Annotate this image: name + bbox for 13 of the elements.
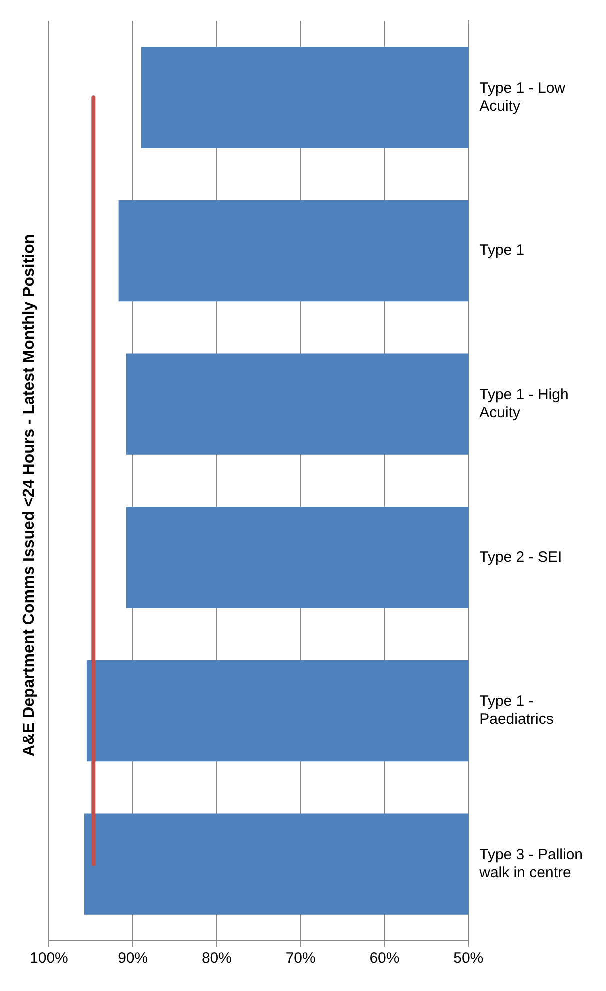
x-tick-label: 70% — [286, 950, 316, 968]
x-tick-label: 50% — [454, 950, 484, 968]
y-tick-label: Type 1 — [480, 242, 525, 260]
x-tick-label: 100% — [30, 950, 68, 968]
y-tick-label: Type 1 - Paediatrics — [480, 693, 554, 728]
x-tick-label: 80% — [202, 950, 232, 968]
x-tick-label: 90% — [118, 950, 148, 968]
y-tick-label: Type 1 - High Acuity — [480, 386, 569, 422]
y-tick-label: Type 1 - Low Acuity — [480, 80, 566, 115]
y-tick-label: Type 3 - Pallion walk in centre — [478, 846, 583, 882]
x-tick-label: 60% — [370, 950, 400, 968]
y-tick-label: Type 2 - SEI — [480, 548, 562, 566]
text: A&E Department Comms Issued <24 Hours - Latest Monthly Position — [21, 234, 38, 757]
